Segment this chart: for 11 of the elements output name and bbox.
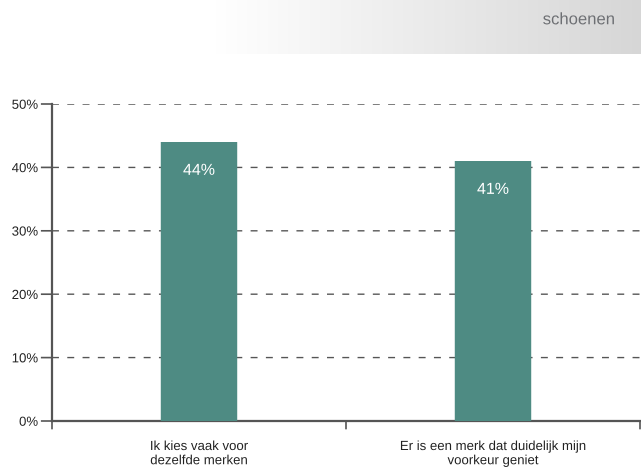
data-label: 41% (477, 182, 508, 194)
data-label: 44% (183, 164, 214, 175)
y-tick-label: 0% (20, 416, 38, 426)
y-tick-label: 20% (12, 290, 38, 300)
chart-title: schoenen (543, 12, 614, 24)
x-tick-label: Ik kies vaak voor dezelfde merken (150, 440, 248, 464)
y-tick-label: 50% (12, 100, 38, 109)
y-tick-label: 30% (12, 226, 38, 236)
y-tick-label: 10% (12, 353, 38, 363)
y-tick-label: 40% (12, 162, 38, 172)
x-tick-label: Er is een merk dat duidelijk mijn voorkeur geniet (400, 440, 586, 467)
